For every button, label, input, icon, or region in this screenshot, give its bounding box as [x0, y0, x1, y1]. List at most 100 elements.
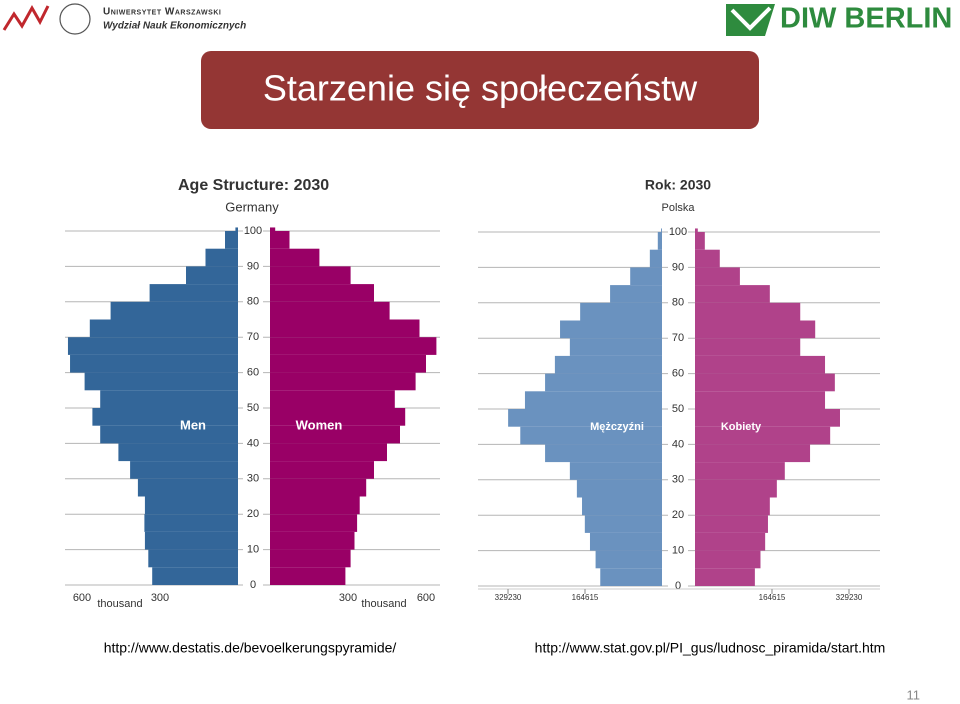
- bar: [584, 515, 662, 533]
- bar: [148, 549, 238, 568]
- y-tick-bg: [668, 509, 688, 522]
- bar: [630, 267, 662, 286]
- bar: [695, 285, 770, 303]
- bar: [89, 319, 238, 338]
- bar: [270, 408, 406, 426]
- chart-title: Age Structure: 2030: [178, 177, 329, 194]
- x-tick-label: 329230: [836, 593, 863, 602]
- bar: [595, 550, 662, 569]
- bar: [144, 531, 238, 550]
- uw-crest: [59, 3, 91, 35]
- bar: [695, 228, 698, 232]
- x-tick-label: 164615: [572, 593, 599, 602]
- bar: [270, 319, 420, 338]
- y-tick-bg: [668, 438, 688, 451]
- bar: [270, 227, 276, 231]
- y-tick-label: 30: [247, 473, 259, 485]
- y-tick-bg: [243, 472, 263, 485]
- faculty-name: Wydział Nauk Ekonomicznych: [103, 21, 246, 32]
- bar: [270, 337, 437, 355]
- bar: [545, 373, 662, 392]
- y-tick-label: 50: [247, 402, 259, 414]
- bar: [610, 285, 662, 303]
- y-tick-bg: [668, 332, 688, 345]
- charts: Age Structure: 2030 Germany Men Women 0 10 20 3…: [65, 177, 880, 610]
- bar: [695, 409, 840, 427]
- bar: [695, 497, 770, 516]
- bar: [225, 231, 238, 249]
- y-tick-bg: [668, 296, 688, 309]
- bar: [270, 531, 355, 550]
- y-tick-label: 10: [247, 544, 259, 556]
- diw-icon: [726, 4, 775, 36]
- bar: [270, 461, 374, 479]
- bar: [695, 444, 811, 463]
- wne-logo: [2, 4, 50, 31]
- slide-title: Starzenie się społeczeństw: [263, 68, 698, 109]
- bar: [695, 338, 801, 356]
- bar: [270, 284, 374, 302]
- bar: [695, 391, 826, 409]
- y-tick-bg: [243, 295, 263, 308]
- y-tick-label: 0: [675, 580, 681, 592]
- bar: [695, 320, 816, 339]
- x-tick-label: 300: [339, 592, 357, 604]
- source-url: http://www.stat.gov.pl/PI_gus/ludnosc_pi…: [535, 640, 886, 656]
- bar: [270, 390, 395, 408]
- source-url: http://www.destatis.de/bevoelkerungspyra…: [104, 640, 397, 656]
- y-tick-bg: [243, 437, 263, 450]
- bar: [152, 567, 238, 585]
- y-tick-label: 40: [247, 437, 259, 449]
- y-tick-label: 90: [672, 261, 684, 273]
- bar: [100, 390, 238, 408]
- bar: [695, 302, 801, 321]
- bar: [270, 425, 400, 444]
- bar: [118, 443, 238, 462]
- bar: [695, 373, 835, 392]
- x-unit-label: thousand: [361, 598, 406, 610]
- y-tick-bg: [243, 331, 263, 344]
- university-name: Uniwersytet Warszawski: [103, 7, 221, 18]
- bar: [589, 532, 662, 551]
- y-tick-bg: [668, 367, 688, 380]
- bar: [70, 354, 238, 373]
- bar: [695, 515, 768, 533]
- bar: [270, 496, 360, 515]
- bar: [144, 514, 238, 532]
- bar: [560, 320, 662, 339]
- y-tick-label: 20: [672, 509, 684, 521]
- bar: [144, 496, 238, 515]
- y-tick-bg: [243, 543, 263, 556]
- bar: [205, 248, 238, 267]
- bar: [100, 425, 238, 444]
- y-tick-label: 0: [250, 579, 256, 591]
- y-tick-label: 70: [672, 332, 684, 344]
- bar: [270, 301, 390, 320]
- y-tick-bg: [243, 402, 263, 414]
- x-tick-label: 300: [151, 592, 169, 604]
- y-tick-bg: [243, 366, 263, 379]
- y-tick-label: 60: [247, 367, 259, 379]
- bar: [554, 355, 662, 374]
- series-label: Kobiety: [721, 421, 762, 433]
- y-tick-bg: [243, 508, 263, 521]
- bar: [695, 267, 740, 286]
- y-tick-label: 80: [247, 296, 259, 308]
- series-label: Men: [180, 417, 206, 432]
- bar: [576, 479, 662, 498]
- page-number: 11: [907, 687, 921, 702]
- y-tick-label: 70: [247, 331, 259, 343]
- y-tick-bg: [243, 260, 263, 273]
- bar: [270, 567, 346, 585]
- bar: [582, 497, 662, 516]
- y-tick-bg: [243, 225, 263, 237]
- diw-icon-mark: [730, 6, 772, 31]
- series-label: Women: [296, 417, 343, 432]
- bar: [545, 444, 662, 463]
- bar: [508, 409, 662, 427]
- bar: [695, 232, 705, 250]
- bar: [270, 231, 290, 249]
- diw-logo-text: DIW BERLIN: [780, 3, 952, 35]
- x-tick-label: 329230: [495, 593, 522, 602]
- x-tick-label: 600: [73, 592, 91, 604]
